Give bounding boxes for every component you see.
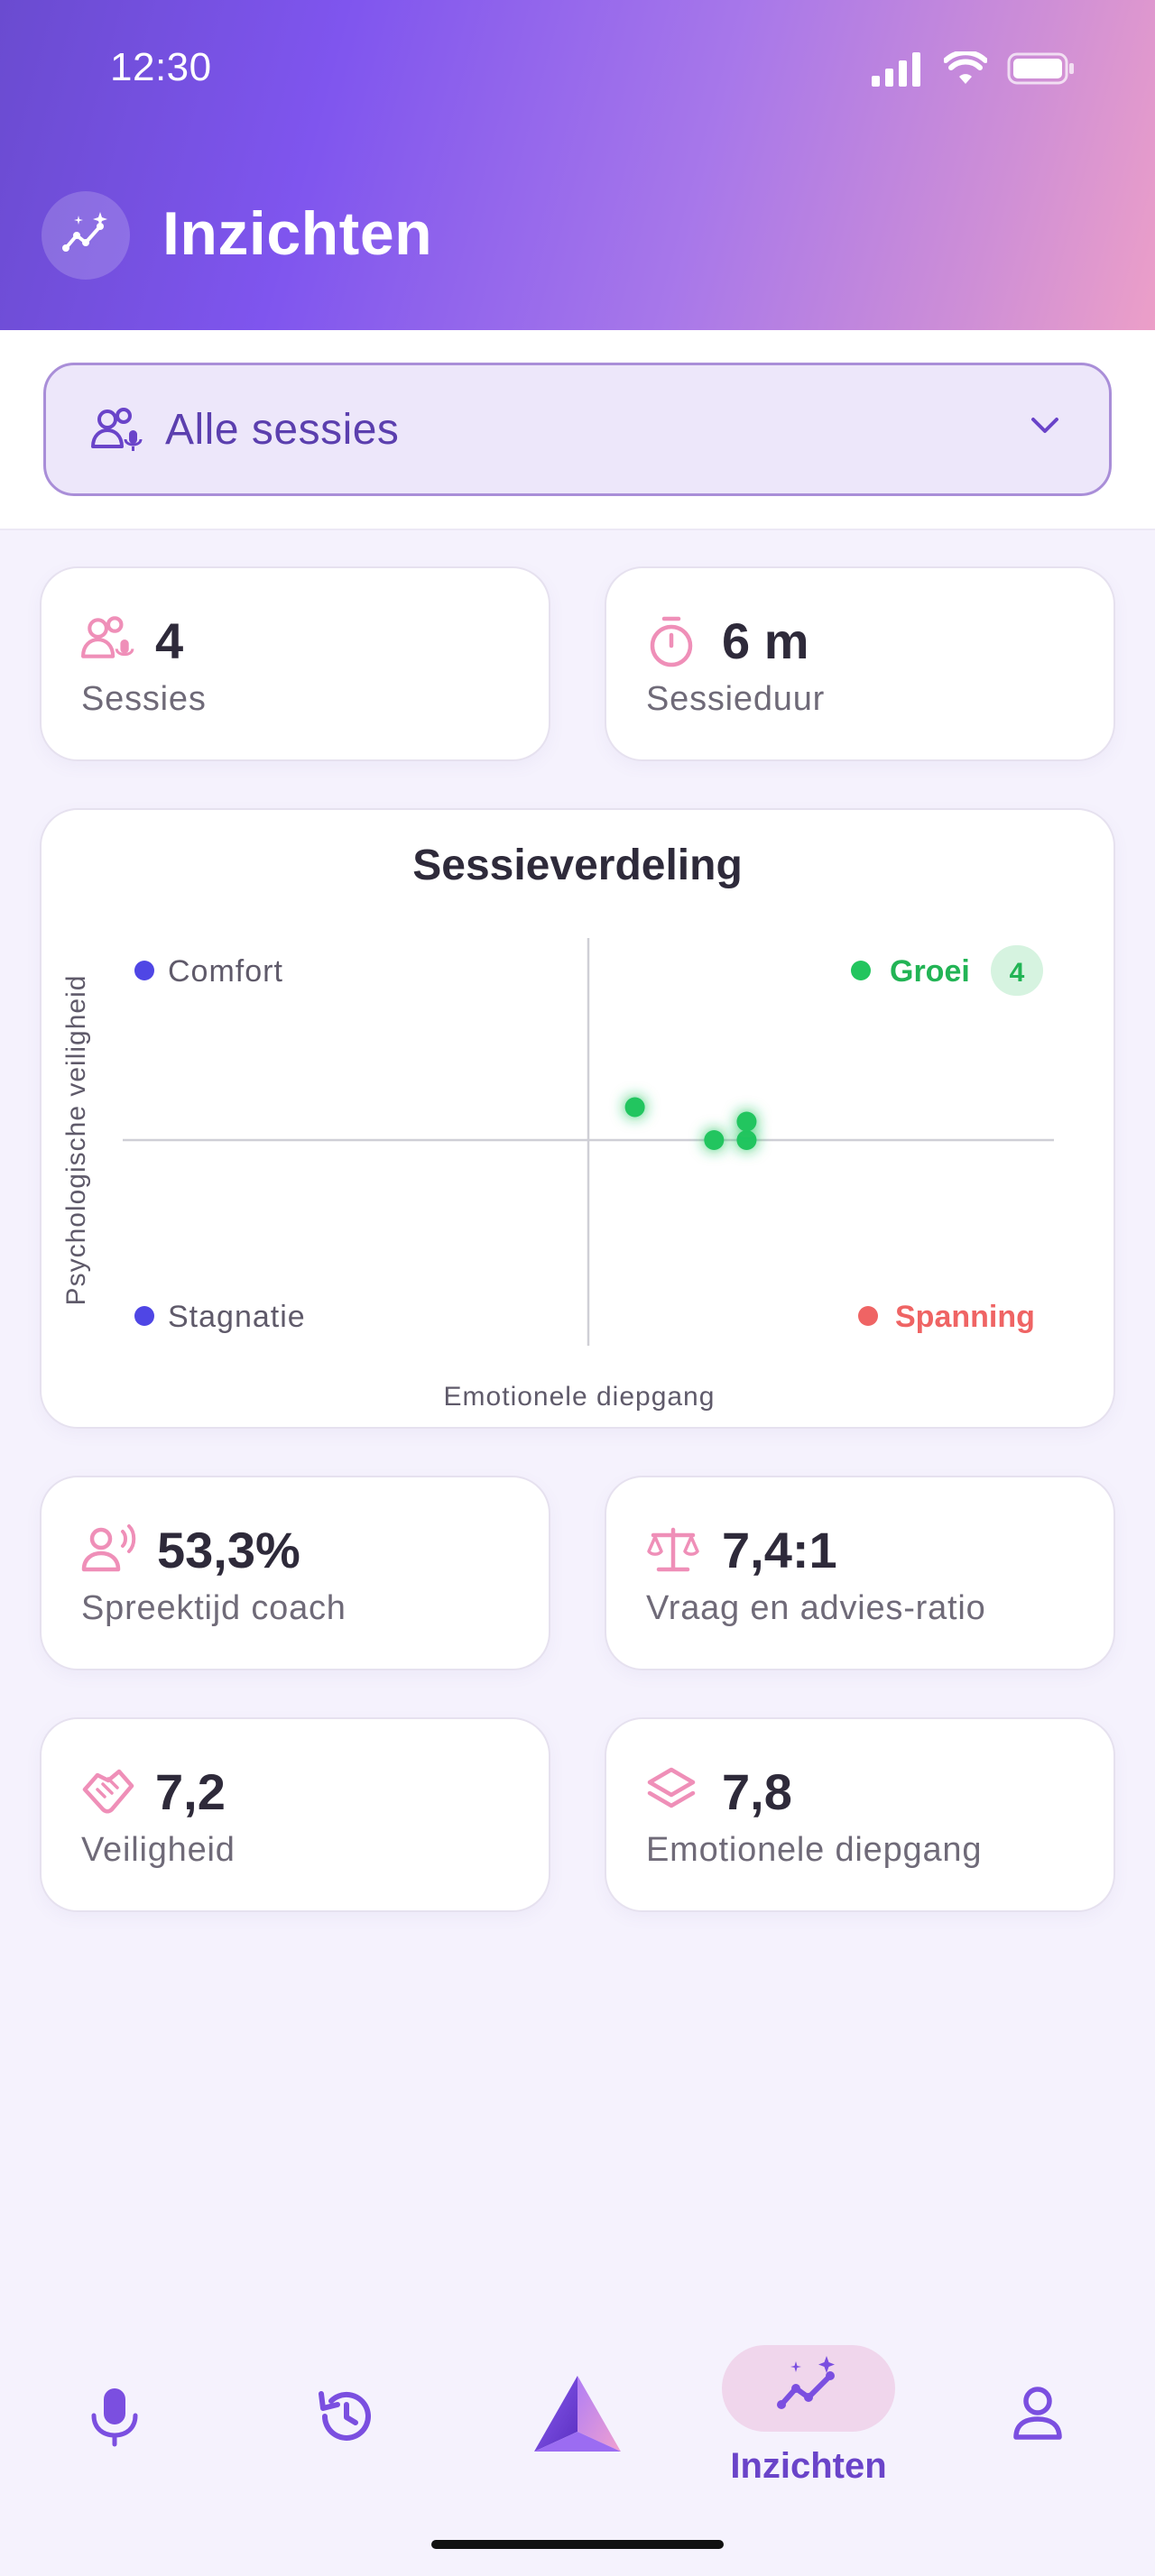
stat-card-coach-speaking-time: 53,3% Spreektijd coach — [40, 1476, 550, 1670]
status-time: 12:30 — [110, 45, 212, 89]
stat-value: 7,2 — [155, 1763, 226, 1820]
stagnatie-dot — [134, 1306, 154, 1326]
stat-label: Sessieduur — [646, 680, 826, 718]
quadrant-label-stagnatie: Stagnatie — [168, 1300, 306, 1334]
layers-icon — [647, 1767, 696, 1808]
stat-card-duration: 6 m Sessieduur — [605, 566, 1115, 761]
stat-card-safety: 7,2 Veiligheid — [40, 1717, 550, 1912]
stat-value: 4 — [155, 612, 184, 669]
nav-record[interactable] — [85, 2385, 144, 2448]
y-axis-label: Psychologische veiligheid — [61, 975, 91, 1306]
wifi-icon — [944, 51, 987, 84]
signal-icon — [872, 52, 920, 87]
bottom-navigation: Inzichten — [0, 2327, 1155, 2576]
groei-count: 4 — [1010, 958, 1025, 988]
people-voice-icon — [91, 408, 143, 451]
data-point-3[interactable] — [736, 1130, 757, 1150]
app-logo-icon — [534, 2376, 621, 2452]
quadrant-label-spanning: Spanning — [895, 1300, 1035, 1334]
stat-label: Spreektijd coach — [81, 1589, 346, 1627]
status-icons — [870, 51, 1076, 87]
groei-dot — [851, 961, 871, 980]
app-header: 12:30 Inzichten — [0, 0, 1155, 330]
data-point-4[interactable] — [736, 1111, 757, 1132]
battery-icon — [1007, 52, 1074, 85]
stopwatch-icon — [650, 616, 693, 667]
data-point-2[interactable] — [704, 1130, 725, 1150]
sparkle-trend-icon — [62, 212, 107, 252]
people-voice-icon — [81, 616, 134, 658]
quadrant-label-groei: Groei — [890, 954, 970, 989]
scatter-plot: Psychologische veiligheid Emotionele die… — [61, 938, 1054, 1412]
home-indicator — [431, 2540, 724, 2549]
nav-home-logo[interactable] — [531, 2372, 624, 2455]
data-point-1[interactable] — [624, 1097, 645, 1118]
comfort-dot — [134, 961, 154, 980]
nav-history[interactable] — [314, 2387, 377, 2446]
stat-value: 6 m — [722, 612, 809, 669]
chevron-down-icon — [1031, 418, 1058, 433]
stat-card-question-advice-ratio: 7,4:1 Vraag en advies-ratio — [605, 1476, 1115, 1670]
header-icon-badge — [42, 191, 130, 280]
stat-label: Sessies — [81, 680, 207, 718]
scale-icon — [647, 1527, 699, 1572]
page-title: Inzichten — [162, 199, 433, 268]
x-axis-label: Emotionele diepgang — [444, 1382, 716, 1412]
nav-insights-active-pill[interactable] — [722, 2345, 895, 2432]
stat-card-sessions: 4 Sessies — [40, 566, 550, 761]
stat-label: Emotionele diepgang — [646, 1831, 983, 1869]
filter-bar: Alle sessies — [0, 330, 1155, 530]
chart-title: Sessieverdeling — [412, 842, 743, 889]
stat-label: Veiligheid — [81, 1831, 236, 1869]
filter-label: Alle sessies — [165, 405, 400, 454]
stat-label: Vraag en advies-ratio — [646, 1589, 986, 1627]
quadrant-label-comfort: Comfort — [168, 954, 283, 989]
nav-insights[interactable] — [774, 2356, 843, 2414]
insights-icon — [777, 2356, 835, 2409]
groei-count-badge — [991, 945, 1043, 996]
speaking-person-icon — [81, 1524, 136, 1572]
session-filter-dropdown[interactable]: Alle sessies — [43, 363, 1112, 496]
data-points — [624, 1097, 757, 1150]
stat-value: 53,3% — [157, 1522, 300, 1578]
nav-profile[interactable] — [1011, 2385, 1065, 2443]
stat-card-emotional-depth: 7,8 Emotionele diepgang — [605, 1717, 1115, 1912]
nav-insights-label[interactable]: Inzichten — [730, 2446, 887, 2486]
spanning-dot — [858, 1306, 878, 1326]
stat-value: 7,8 — [722, 1763, 792, 1820]
handshake-icon — [82, 1769, 134, 1814]
stat-value: 7,4:1 — [722, 1522, 837, 1578]
microphone-icon — [91, 2388, 138, 2447]
history-icon — [319, 2391, 371, 2441]
session-distribution-chart: Sessieverdeling Psychologische veilighei… — [40, 808, 1115, 1429]
profile-icon — [1013, 2387, 1062, 2440]
